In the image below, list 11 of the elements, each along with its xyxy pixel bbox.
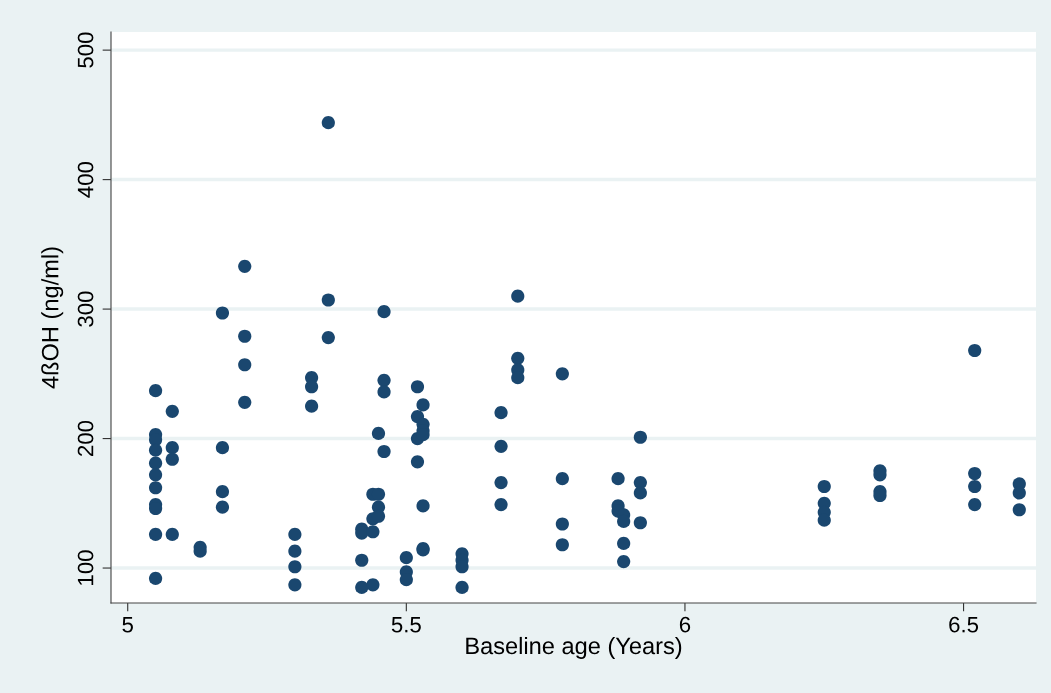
x-tick-label: 6.5 — [949, 616, 979, 633]
y-tick-label: 400 — [77, 161, 94, 198]
y-tick-label: 200 — [77, 420, 94, 456]
x-tick-label: 5 — [122, 617, 133, 633]
y-tick-label: 100 — [77, 550, 94, 585]
y-tick-label: 500 — [77, 32, 94, 68]
x-axis-title: Baseline age (Years) — [466, 636, 682, 659]
y-tick-label: 300 — [77, 291, 94, 327]
y-axis-title: 4ßOH (ng/ml) — [41, 247, 64, 389]
x-tick-label: 5.5 — [391, 617, 421, 633]
x-tick-label: 6 — [679, 616, 691, 633]
